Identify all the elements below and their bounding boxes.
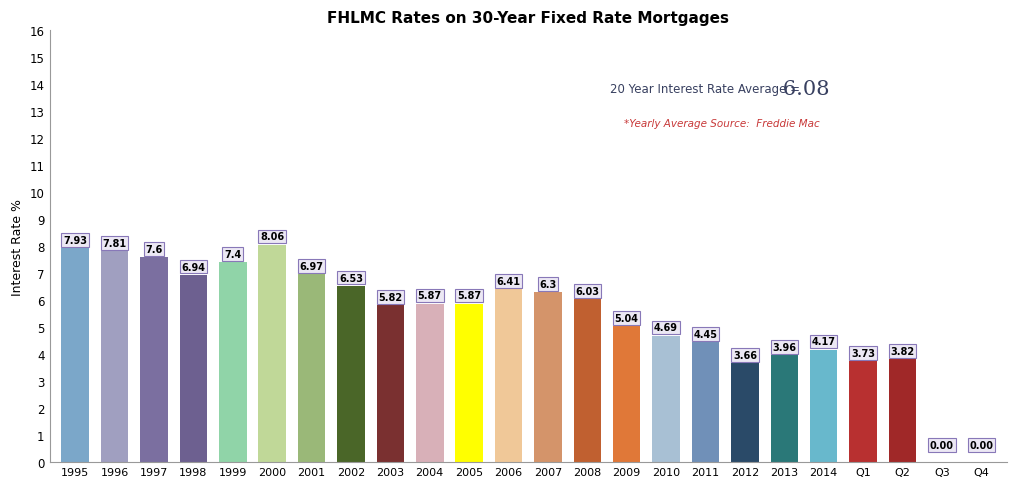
- Bar: [653, 336, 680, 462]
- Bar: [377, 305, 404, 462]
- Text: 6.94: 6.94: [181, 262, 206, 272]
- Text: 7.93: 7.93: [63, 235, 88, 245]
- Text: 6.08: 6.08: [762, 80, 830, 99]
- Text: 6.03: 6.03: [575, 286, 600, 297]
- Text: 4.69: 4.69: [655, 323, 678, 333]
- Text: 20 Year Interest Rate Average =: 20 Year Interest Rate Average =: [610, 83, 799, 96]
- Bar: [140, 258, 168, 462]
- Bar: [455, 304, 483, 462]
- Text: 8.06: 8.06: [260, 232, 284, 242]
- Text: 7.81: 7.81: [103, 239, 126, 248]
- Text: 5.04: 5.04: [615, 313, 638, 323]
- Text: 7.4: 7.4: [224, 250, 241, 260]
- Bar: [101, 252, 128, 462]
- Text: 7.6: 7.6: [146, 244, 163, 254]
- Text: 3.96: 3.96: [773, 342, 796, 352]
- Text: 6.53: 6.53: [339, 273, 363, 283]
- Bar: [337, 286, 364, 462]
- Text: 6.3: 6.3: [540, 279, 557, 289]
- Bar: [889, 359, 916, 462]
- Text: 5.87: 5.87: [457, 291, 482, 301]
- Text: *Yearly Average Source:  Freddie Mac: *Yearly Average Source: Freddie Mac: [624, 119, 819, 129]
- Y-axis label: Interest Rate %: Interest Rate %: [11, 198, 24, 295]
- Bar: [691, 342, 720, 462]
- Bar: [219, 263, 246, 462]
- Bar: [534, 292, 562, 462]
- Text: 3.66: 3.66: [733, 350, 757, 360]
- Text: 4.45: 4.45: [693, 329, 718, 339]
- Bar: [416, 304, 444, 462]
- Text: 5.87: 5.87: [417, 291, 442, 301]
- Bar: [61, 248, 89, 462]
- Text: 3.82: 3.82: [891, 346, 914, 356]
- Bar: [771, 355, 798, 462]
- Bar: [495, 289, 522, 462]
- Bar: [613, 326, 640, 462]
- Bar: [179, 275, 207, 462]
- Bar: [573, 300, 601, 462]
- Bar: [810, 350, 838, 462]
- Text: 4.17: 4.17: [811, 337, 836, 346]
- Bar: [731, 364, 758, 462]
- Title: FHLMC Rates on 30-Year Fixed Rate Mortgages: FHLMC Rates on 30-Year Fixed Rate Mortga…: [327, 11, 729, 26]
- Text: 5.82: 5.82: [379, 292, 402, 302]
- Text: 3.73: 3.73: [851, 348, 875, 359]
- Text: 0.00: 0.00: [969, 440, 994, 450]
- Text: 6.41: 6.41: [497, 276, 520, 286]
- Bar: [849, 362, 876, 462]
- Text: 6.97: 6.97: [299, 261, 324, 271]
- Text: 0.00: 0.00: [929, 440, 954, 450]
- Bar: [259, 245, 286, 462]
- Bar: [297, 274, 326, 462]
